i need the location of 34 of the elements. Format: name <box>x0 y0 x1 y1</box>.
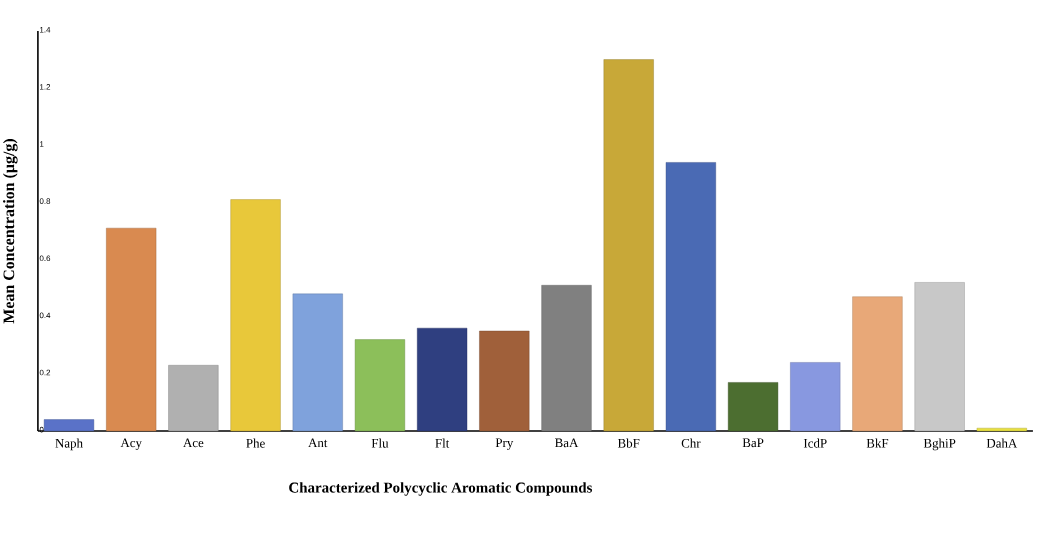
bar <box>914 282 965 432</box>
x-tick-label: Acy <box>120 438 142 450</box>
x-tick-label: Ant <box>308 438 328 448</box>
bar <box>541 285 592 432</box>
x-tick-label: BghiP <box>923 438 956 451</box>
x-tick-label: BaP <box>742 438 764 448</box>
x-axis-title: Characterized Polycyclic Aromatic Compounds <box>289 482 593 496</box>
bar <box>292 293 343 432</box>
bar <box>603 59 654 432</box>
x-tick-label: Flt <box>435 438 450 448</box>
bar <box>230 199 281 432</box>
x-tick-label: Pry <box>495 438 514 450</box>
x-tick-label: DahA <box>986 438 1018 448</box>
bar <box>728 382 779 432</box>
bar <box>976 427 1027 432</box>
x-tick-label: IcdP <box>803 438 827 448</box>
bar <box>790 362 841 432</box>
bar <box>417 327 468 432</box>
x-tick-label: Flu <box>371 438 389 448</box>
y-axis-title: Mean Concentration (µg/g) <box>3 139 18 324</box>
x-tick-label: BbF <box>617 438 640 448</box>
bar <box>43 419 95 432</box>
x-tick-label: BaA <box>555 438 579 448</box>
x-tick-label: Phe <box>246 438 265 448</box>
bar <box>354 339 406 432</box>
bar <box>665 162 716 432</box>
bar <box>106 227 157 432</box>
x-tick-label: BkF <box>866 438 889 448</box>
bar <box>852 296 903 432</box>
x-tick-label: Ace <box>183 438 204 448</box>
bar <box>168 365 219 432</box>
bar <box>479 330 530 432</box>
x-tick-label: Chr <box>681 438 701 448</box>
x-tick-label: Naph <box>55 438 83 451</box>
